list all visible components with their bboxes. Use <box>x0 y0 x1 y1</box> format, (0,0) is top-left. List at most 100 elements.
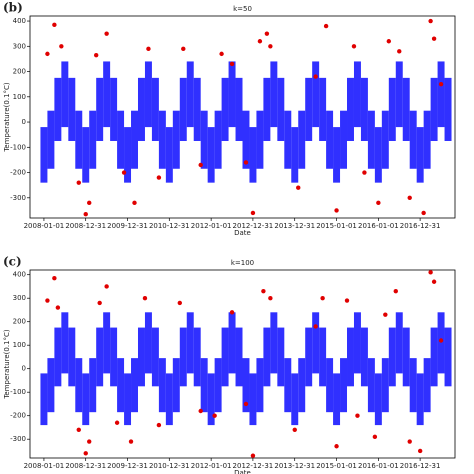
data-band <box>124 373 132 426</box>
outlier-point <box>55 305 61 310</box>
data-band <box>235 327 243 387</box>
data-band <box>68 77 76 141</box>
data-band <box>54 77 62 141</box>
y-tick-label: 200 <box>13 68 26 76</box>
data-band <box>54 327 62 387</box>
data-band <box>40 373 48 426</box>
data-band <box>305 77 313 141</box>
y-tick-label: -200 <box>10 412 26 420</box>
outlier-point <box>264 31 270 36</box>
data-band <box>423 110 431 169</box>
data-band <box>186 61 194 128</box>
outlier-point <box>229 61 235 67</box>
outlier-point <box>372 434 378 440</box>
y-tick-label: 300 <box>13 42 26 50</box>
data-band <box>228 312 236 374</box>
data-band <box>221 77 229 141</box>
data-band <box>423 358 431 413</box>
outlier-point <box>104 31 109 36</box>
panel-label: (b) <box>3 1 23 15</box>
outlier-point <box>261 288 266 294</box>
data-band <box>277 77 285 141</box>
data-band <box>333 373 341 426</box>
data-band <box>144 312 152 374</box>
outlier-point <box>292 427 297 432</box>
data-band <box>193 77 201 141</box>
x-tick-label: 2016-01-01 <box>358 222 399 230</box>
x-tick-label: 2016-01-01 <box>358 462 399 470</box>
data-band <box>40 127 48 183</box>
outlier-point <box>313 74 318 79</box>
data-band <box>131 110 138 169</box>
x-tick-label: 2009-12-31 <box>107 462 148 470</box>
data-band <box>137 327 145 387</box>
chart-title: k=100 <box>231 259 254 267</box>
outlier-point <box>393 288 398 294</box>
data-band <box>144 61 152 128</box>
outlier-point <box>313 324 318 329</box>
x-tick-label: 2015-01-01 <box>316 462 357 470</box>
y-tick-label: -200 <box>10 169 26 177</box>
x-tick-label: 2012-01-01 <box>191 222 232 230</box>
data-band <box>96 327 104 387</box>
outlier-point <box>104 284 109 289</box>
outlier-point <box>97 300 102 306</box>
data-band <box>214 110 222 169</box>
y-tick-label: 200 <box>13 318 26 326</box>
data-band <box>186 312 194 374</box>
data-band <box>165 127 173 183</box>
outlier-point <box>87 439 92 444</box>
outlier-point <box>177 300 182 306</box>
x-tick-label: 2016-12-31 <box>400 222 441 230</box>
data-band <box>179 327 187 387</box>
data-band <box>409 110 417 169</box>
y-tick-label: 100 <box>13 341 26 349</box>
outlier-point <box>156 422 162 428</box>
y-tick-label: 100 <box>13 93 26 101</box>
outlier-point <box>212 413 217 418</box>
outlier-point <box>334 444 339 449</box>
y-tick-label: 400 <box>13 271 26 279</box>
data-band <box>82 127 90 183</box>
y-tick-label: 400 <box>13 17 26 25</box>
data-band <box>242 358 250 413</box>
data-band <box>228 61 236 128</box>
data-band <box>416 373 424 426</box>
y-axis-label: Temperature(0.1°C) <box>3 329 11 400</box>
plot-frame <box>29 269 456 459</box>
outlier-point <box>438 81 444 87</box>
data-band <box>137 77 145 141</box>
data-band <box>200 110 208 169</box>
data-band <box>68 327 76 387</box>
data-band <box>117 110 125 169</box>
x-tick-label: 2012-12-31 <box>233 462 274 470</box>
data-band <box>263 77 271 141</box>
plot-frame <box>29 15 456 219</box>
outlier-point <box>428 270 433 275</box>
data-band <box>207 127 215 183</box>
outlier-point <box>45 51 50 57</box>
data-band <box>374 373 382 426</box>
x-tick-label: 2012-12-31 <box>233 222 274 230</box>
outlier-point <box>376 200 381 206</box>
outlier-point <box>243 401 249 407</box>
data-band <box>256 358 264 413</box>
data-band <box>395 312 403 374</box>
outlier-point <box>438 338 444 343</box>
data-band <box>207 373 215 426</box>
x-tick-label: 2009-12-31 <box>107 222 148 230</box>
outlier-point <box>323 23 329 29</box>
data-band <box>61 312 69 374</box>
data-band <box>312 312 320 374</box>
outlier-point <box>121 170 127 175</box>
data-band <box>284 110 292 169</box>
data-band <box>402 327 410 387</box>
data-band <box>333 127 341 183</box>
chart-title: k=50 <box>233 5 252 13</box>
data-band <box>437 312 445 374</box>
data-band <box>179 77 187 141</box>
data-band <box>110 327 118 387</box>
outlier-point <box>407 439 412 444</box>
y-tick-label: -300 <box>10 194 26 202</box>
outlier-point <box>146 46 151 52</box>
